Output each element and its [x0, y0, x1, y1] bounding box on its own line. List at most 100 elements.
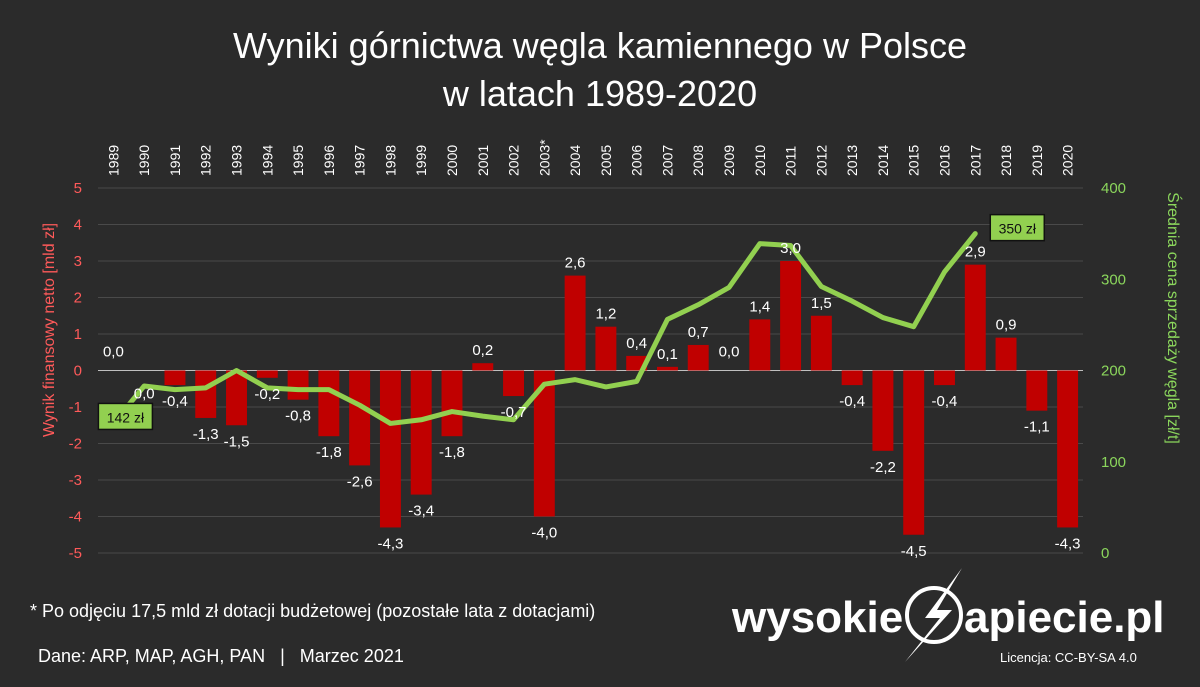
bar-value-label: 2,9	[965, 244, 986, 261]
bar	[287, 370, 309, 400]
bar	[841, 370, 863, 386]
year-tick-label: 2009	[721, 145, 737, 176]
bar	[195, 370, 217, 418]
bar	[318, 370, 340, 437]
left-tick-label: -1	[69, 399, 82, 416]
year-tick-label: 2018	[998, 145, 1014, 176]
bar	[934, 370, 955, 386]
bar-value-label: -0,8	[285, 408, 311, 425]
bar-value-label: 0,1	[657, 346, 678, 363]
bar	[472, 363, 494, 371]
year-tick-label: 1993	[229, 145, 245, 176]
chart-title: Wyniki górnictwa węgla kamiennego w Pols…	[233, 25, 967, 114]
bar	[226, 370, 247, 426]
year-tick-label: 2013	[844, 145, 860, 176]
price-line	[110, 231, 978, 426]
logo: wysokie apiecie.pl	[731, 568, 1165, 662]
year-tick-label: 2019	[1029, 145, 1045, 176]
callout-box	[97, 402, 154, 431]
bar	[1057, 370, 1079, 528]
bar-value-label: 0,0	[719, 344, 740, 361]
bar	[1026, 370, 1048, 411]
bar-series	[164, 261, 1079, 535]
year-tick-label: 1989	[105, 145, 121, 176]
bar-value-label: -1,5	[224, 433, 250, 450]
logo-text-right: apiecie.pl	[964, 593, 1165, 642]
year-tick-label: 2000	[444, 145, 460, 176]
right-tick-label: 100	[1101, 454, 1126, 471]
year-tick-label: 2003*	[536, 139, 552, 176]
right-tick-label: 300	[1101, 271, 1126, 288]
bar	[656, 366, 678, 371]
bar-value-label: 0,2	[472, 342, 493, 359]
left-axis-ticks: 5 4 3 2 1 0 -1 -2 -3 -4 -5	[69, 180, 82, 562]
bar-value-label: 1,4	[749, 298, 770, 315]
bar	[410, 370, 432, 495]
bar	[687, 344, 709, 371]
left-tick-label: 1	[74, 326, 82, 343]
callout-text: 350 zł	[999, 221, 1037, 237]
left-axis-title: Wynik finansowy netto [mld zł]	[41, 223, 58, 437]
price-callout: 142 zł	[97, 402, 154, 431]
bar-value-label: -3,4	[408, 503, 434, 520]
year-tick-label: 2007	[659, 145, 675, 176]
bar-value-label: -1,8	[439, 444, 465, 461]
year-tick-label: 2012	[813, 145, 829, 176]
year-tick-label: 2005	[598, 145, 614, 176]
chart-title-line-2: w latach 1989-2020	[442, 73, 757, 114]
bar	[503, 370, 525, 397]
bar-value-label: 1,2	[595, 306, 616, 323]
year-axis: 1989 1990 1991 1992 1993 1994 1995 1996 1997 1998…	[105, 139, 1075, 176]
year-tick-label: 1995	[290, 145, 306, 176]
bar-value-label: 1,5	[811, 295, 832, 312]
bar-value-label: -0,4	[932, 393, 958, 410]
year-tick-label: 2008	[690, 145, 706, 176]
right-tick-label: 200	[1101, 363, 1126, 380]
bar	[810, 315, 832, 371]
year-tick-label: 2006	[629, 145, 645, 176]
bar-value-label: 0,0	[134, 386, 155, 403]
bar-value-label: -2,2	[870, 459, 896, 476]
callouts: 142 zł 350 zł	[97, 213, 1046, 431]
bar-value-label: -1,3	[193, 426, 219, 443]
footnote: * Po odjęciu 17,5 mld zł dotacji budżeto…	[30, 601, 595, 621]
year-tick-label: 2014	[875, 145, 891, 176]
year-tick-label: 1997	[352, 145, 368, 176]
callout-box	[989, 213, 1046, 242]
bar-value-label: -0,4	[839, 393, 865, 410]
bar-value-label: -1,1	[1024, 419, 1050, 436]
year-tick-label: 2017	[967, 145, 983, 176]
year-tick-label: 2001	[475, 145, 491, 176]
bar-value-label: -4,0	[531, 525, 557, 542]
year-tick-label: 2011	[783, 146, 799, 176]
bar-value-label: -1,8	[316, 444, 342, 461]
bar	[780, 261, 802, 371]
right-axis-title: Średnia cena sprzedaży węgla [zł/t]	[1164, 192, 1183, 444]
year-tick-label: 1991	[167, 145, 183, 176]
left-tick-label: 0	[74, 363, 82, 380]
left-tick-label: -3	[69, 472, 82, 489]
year-tick-label: 1990	[136, 145, 152, 176]
left-tick-label: 3	[74, 253, 82, 270]
year-tick-label: 2002	[506, 145, 522, 176]
bar-value-label: 0,9	[996, 317, 1017, 334]
license: Licencja: CC-BY-SA 4.0	[1000, 650, 1137, 665]
year-tick-label: 1994	[259, 145, 275, 176]
left-tick-label: -5	[69, 545, 82, 562]
year-tick-label: 1998	[382, 145, 398, 176]
bar-value-label: -4,3	[1055, 535, 1081, 552]
bar-value-label: -0,7	[501, 404, 527, 421]
bar	[256, 370, 278, 378]
year-tick-label: 1992	[198, 145, 214, 176]
bar-value-label: 2,6	[565, 255, 586, 272]
bar-value-label: -2,6	[347, 473, 373, 490]
year-tick-label: 2020	[1060, 145, 1076, 176]
bar	[872, 370, 894, 451]
year-tick-label: 2010	[752, 145, 768, 176]
year-tick-label: 1996	[321, 145, 337, 176]
source-note: Dane: ARP, MAP, AGH, PAN | Marzec 2021	[38, 646, 404, 666]
bar-value-label: 0,0	[103, 344, 124, 361]
bar	[749, 319, 771, 371]
bar	[441, 370, 463, 437]
